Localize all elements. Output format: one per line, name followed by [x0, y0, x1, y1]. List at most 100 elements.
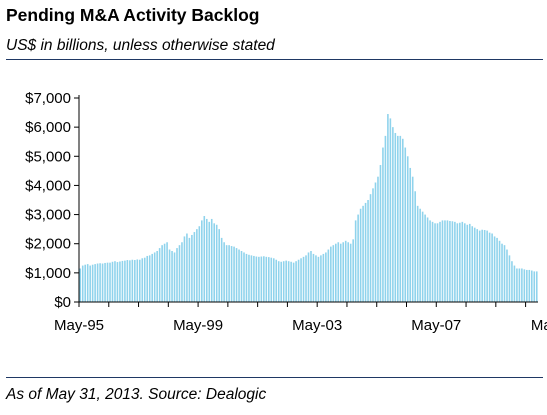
- bar: [401, 138, 404, 302]
- bar: [503, 245, 506, 302]
- bar: [533, 271, 536, 302]
- bar: [186, 233, 188, 302]
- bar: [496, 237, 498, 302]
- bar: [287, 261, 290, 302]
- bar: [258, 256, 260, 302]
- bar: [253, 255, 255, 302]
- bar: [362, 205, 364, 302]
- bar: [394, 132, 397, 302]
- bar: [205, 218, 208, 302]
- bar: [476, 229, 479, 302]
- y-tick-label: $7,000: [25, 90, 71, 107]
- bar: [275, 259, 278, 302]
- bar: [285, 260, 287, 302]
- bar: [491, 233, 493, 302]
- bar: [481, 229, 483, 302]
- bar: [384, 135, 387, 302]
- bar: [493, 236, 496, 302]
- bar: [272, 258, 275, 302]
- bar: [339, 243, 342, 302]
- bottom-divider: [6, 377, 543, 378]
- bar: [387, 114, 389, 302]
- bar: [372, 188, 374, 302]
- bar: [471, 226, 474, 302]
- bar: [342, 242, 345, 302]
- bar: [181, 242, 183, 302]
- bar: [228, 245, 230, 302]
- bar: [116, 262, 119, 302]
- bar: [235, 248, 238, 302]
- bar: [101, 263, 104, 302]
- bar: [161, 245, 163, 302]
- bar: [173, 252, 176, 302]
- bar: [141, 258, 144, 302]
- bar: [441, 220, 444, 302]
- bar: [335, 243, 337, 302]
- bar: [426, 217, 429, 302]
- bar: [488, 232, 491, 302]
- bar: [126, 260, 129, 302]
- bar: [166, 242, 168, 302]
- bar: [511, 261, 513, 302]
- bar: [454, 221, 456, 302]
- bar: [461, 221, 464, 302]
- bar: [196, 229, 198, 302]
- bar: [320, 255, 322, 302]
- bar: [406, 156, 409, 302]
- bar: [310, 251, 312, 302]
- bar: [419, 208, 421, 302]
- y-tick-label: $2,000: [25, 236, 71, 253]
- bar: [176, 248, 178, 302]
- bar: [349, 243, 352, 302]
- bar: [265, 256, 268, 302]
- bar: [119, 261, 121, 302]
- bar: [178, 245, 181, 302]
- bar: [439, 221, 441, 302]
- bar: [307, 252, 310, 302]
- top-divider: [6, 59, 543, 60]
- bar: [277, 261, 280, 302]
- y-tick-label: $4,000: [25, 177, 71, 194]
- bar: [213, 223, 216, 302]
- bar: [245, 253, 248, 302]
- bar: [201, 220, 203, 302]
- chart-subtitle: US$ in billions, unless otherwise stated: [6, 37, 275, 54]
- x-tick-label: May-99: [173, 317, 223, 334]
- bar: [156, 251, 158, 302]
- bar: [344, 240, 347, 302]
- bar: [183, 236, 186, 302]
- bar: [136, 259, 139, 302]
- bar: [359, 208, 362, 302]
- bar: [104, 262, 106, 302]
- bar: [483, 230, 486, 302]
- bar: [459, 222, 461, 302]
- bar: [292, 262, 295, 302]
- bar: [114, 261, 116, 302]
- bar: [444, 220, 446, 302]
- bar: [121, 260, 124, 302]
- bar: [357, 214, 359, 302]
- bar: [240, 251, 243, 302]
- backlog-chart: $0 $1,000 $2,000 $3,000 $4,000 $5,000 $6,000 $7…: [25, 90, 547, 334]
- bar: [188, 237, 191, 302]
- bar: [148, 255, 151, 302]
- bar: [151, 253, 153, 302]
- bar: [238, 249, 240, 302]
- x-tick-label: May-03: [292, 317, 342, 334]
- bar: [367, 200, 369, 302]
- bar: [486, 230, 488, 302]
- bar: [416, 205, 419, 302]
- bar: [449, 220, 451, 302]
- bar: [131, 259, 134, 302]
- bar: [295, 261, 297, 302]
- bar: [191, 234, 193, 302]
- bar: [466, 224, 469, 302]
- bar: [347, 242, 349, 302]
- bar: [79, 268, 82, 302]
- bar: [305, 255, 307, 302]
- bar: [250, 255, 253, 302]
- bar: [389, 118, 392, 303]
- bar: [248, 254, 250, 302]
- bar: [531, 270, 533, 302]
- bar: [163, 243, 166, 302]
